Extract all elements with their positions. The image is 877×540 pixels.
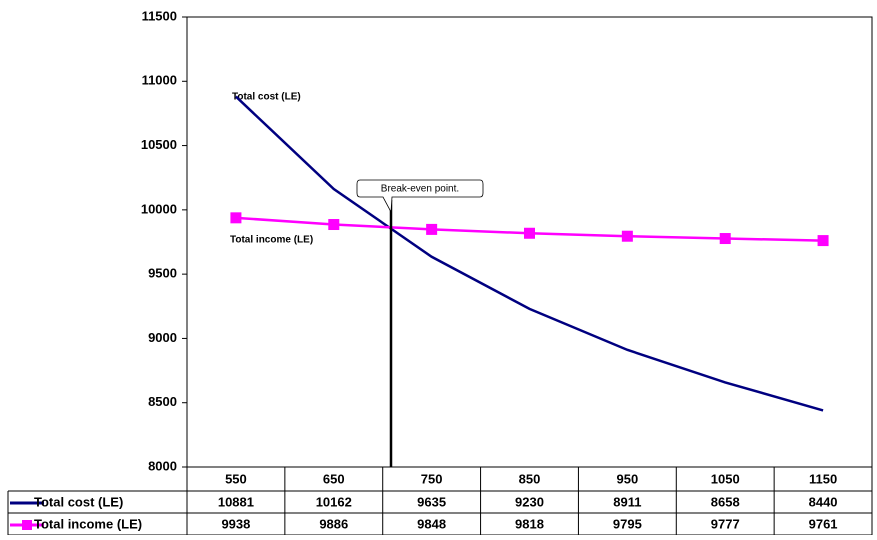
legend-marker bbox=[22, 520, 32, 530]
plot-area bbox=[186, 16, 873, 468]
table-value: 9230 bbox=[515, 494, 544, 509]
table-value: 8440 bbox=[809, 494, 838, 509]
x-tick-label: 1050 bbox=[711, 471, 740, 486]
x-tick-label: 750 bbox=[421, 471, 443, 486]
x-tick-label: 950 bbox=[617, 471, 639, 486]
x-tick-label: 650 bbox=[323, 471, 345, 486]
x-tick-label: 550 bbox=[225, 471, 247, 486]
y-tick-label: 11500 bbox=[142, 8, 177, 23]
point-marker bbox=[426, 223, 438, 235]
table-value: 9848 bbox=[417, 516, 446, 531]
y-tick-label: 10000 bbox=[141, 201, 177, 216]
legend-label: Total income (LE) bbox=[34, 516, 142, 531]
point-marker bbox=[328, 219, 340, 231]
table-value: 10162 bbox=[316, 494, 352, 509]
table-value: 9938 bbox=[221, 516, 250, 531]
annotation: Total cost (LE) bbox=[232, 92, 301, 103]
y-tick-label: 10500 bbox=[141, 137, 177, 152]
table-value: 9777 bbox=[711, 516, 740, 531]
table-value: 9795 bbox=[613, 516, 642, 531]
y-tick-label: 9500 bbox=[148, 266, 177, 281]
x-tick-label: 1150 bbox=[809, 471, 837, 486]
table-value: 8658 bbox=[711, 494, 740, 509]
annotation: Total income (LE) bbox=[230, 235, 313, 246]
point-marker bbox=[817, 235, 829, 247]
point-marker bbox=[621, 230, 633, 242]
annotation: Break-even point. bbox=[381, 184, 459, 195]
series-line bbox=[235, 95, 824, 412]
y-tick-label: 8000 bbox=[148, 458, 177, 473]
point-marker bbox=[524, 227, 535, 239]
table-value: 9818 bbox=[515, 516, 544, 531]
callout-box bbox=[356, 179, 484, 214]
table-value: 9886 bbox=[319, 516, 348, 531]
x-tick-label: 850 bbox=[519, 471, 541, 486]
y-tick-label: 8500 bbox=[148, 394, 177, 409]
point-marker bbox=[719, 233, 731, 245]
table-value: 9761 bbox=[809, 516, 838, 531]
point-marker bbox=[230, 212, 242, 224]
y-tick-label: 11000 bbox=[142, 73, 177, 88]
y-tick-label: 9000 bbox=[148, 330, 177, 345]
table-value: 10881 bbox=[218, 494, 254, 509]
table-value: 8911 bbox=[613, 494, 641, 509]
legend-label: Total cost (LE) bbox=[34, 494, 123, 509]
table-value: 9635 bbox=[417, 494, 446, 509]
